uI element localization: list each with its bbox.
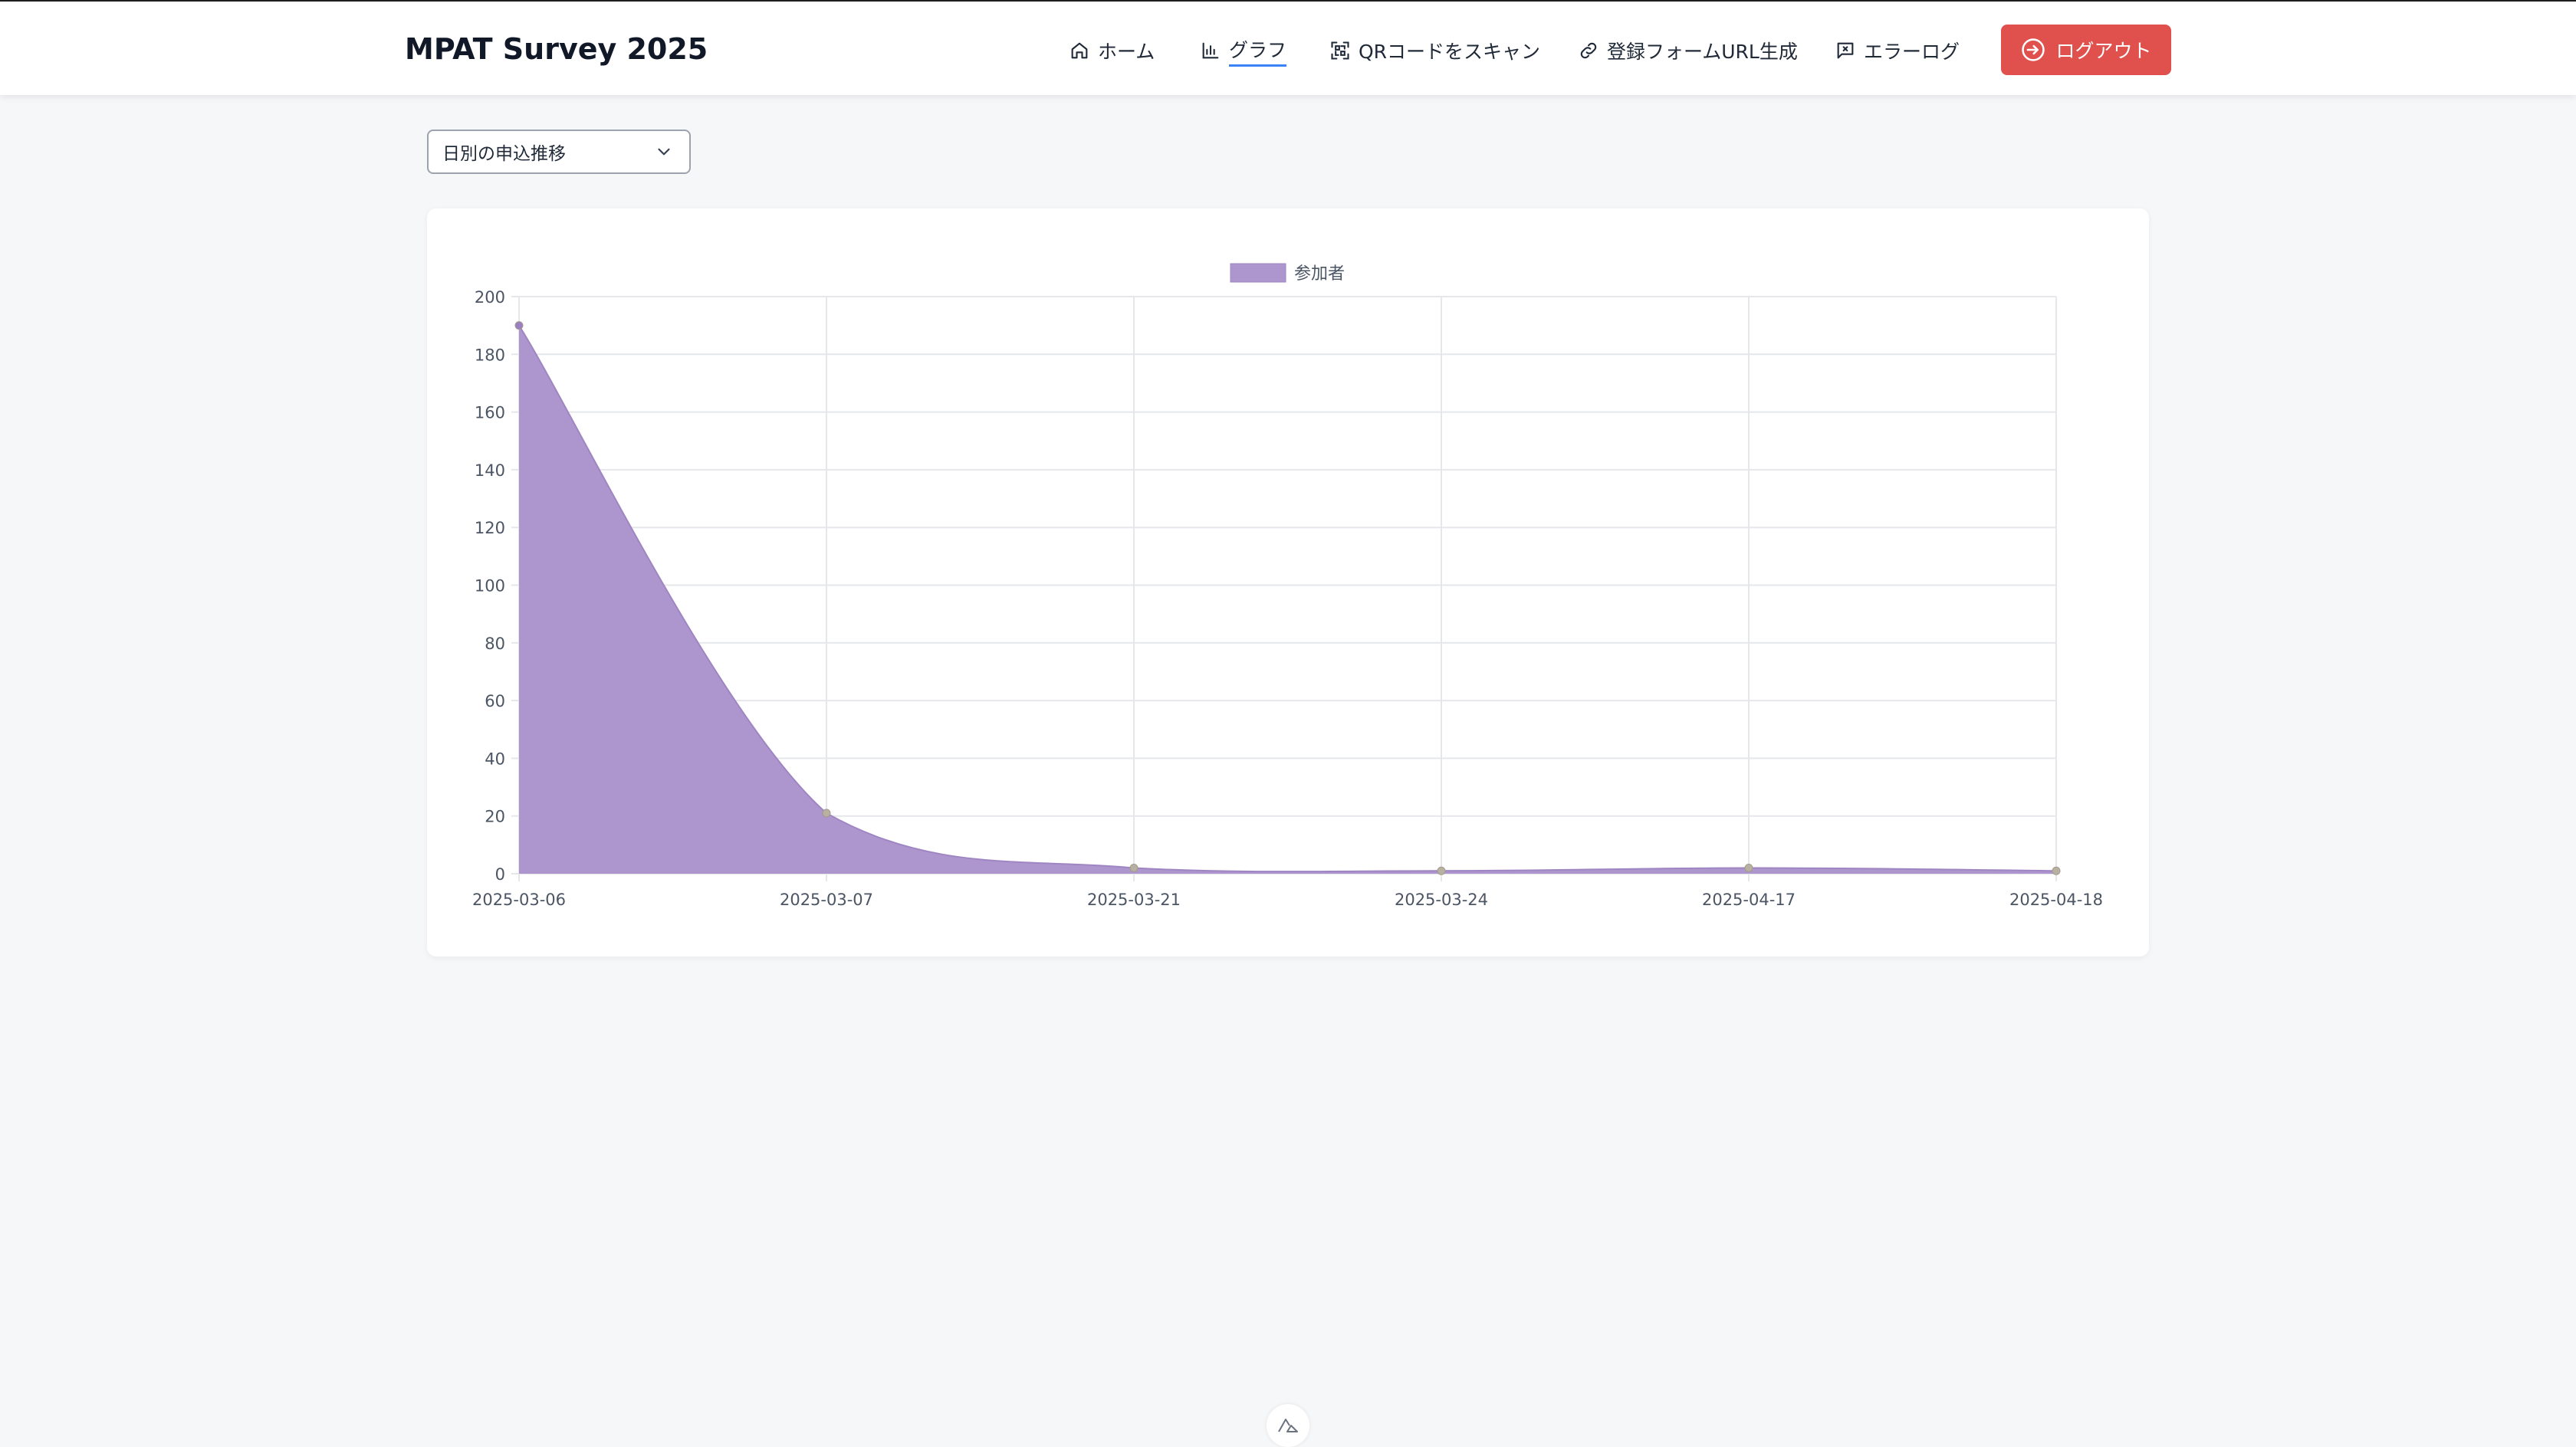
y-tick-label: 20 <box>485 808 505 826</box>
series-area-participants <box>519 325 2056 874</box>
chart-type-selected-value: 日別の申込推移 <box>442 144 566 164</box>
nav-item-qr-scan[interactable]: QRコードをスキャン <box>1329 35 1540 66</box>
window-top-border <box>0 0 2576 2</box>
nav-item-home[interactable]: ホーム <box>1069 35 1155 66</box>
y-tick-label: 40 <box>485 750 505 768</box>
bar-chart-icon <box>1202 42 1219 59</box>
nav-label-error-log: エラーログ <box>1864 41 1960 63</box>
nav-item-error-log[interactable]: エラーログ <box>1835 35 1960 66</box>
x-tick-label: 2025-04-18 <box>2009 891 2103 909</box>
area-chart: 0 20 40 60 80 100 120 140 160 180 200 2025-03-06 202… <box>472 263 2103 909</box>
x-tick-label: 2025-03-07 <box>780 891 873 909</box>
y-tick-label: 200 <box>475 288 505 307</box>
y-tick-label: 140 <box>475 461 505 480</box>
qr-scan-icon <box>1331 41 1349 60</box>
nuxt-icon <box>1278 1419 1298 1432</box>
x-tick-label: 2025-03-21 <box>1087 891 1181 909</box>
home-icon <box>1071 42 1088 59</box>
y-tick-label: 100 <box>475 577 505 596</box>
error-log-icon <box>1837 42 1854 59</box>
legend-label-participants[interactable]: 参加者 <box>1294 264 1345 284</box>
chart-card: 0 20 40 60 80 100 120 140 160 180 200 2025-03-06 202… <box>427 208 2149 956</box>
chevron-down-icon <box>658 148 670 156</box>
y-tick-label: 60 <box>485 692 505 710</box>
y-tick-label: 180 <box>475 346 505 364</box>
data-point[interactable] <box>2052 866 2061 875</box>
logout-label: ログアウト <box>2055 40 2152 62</box>
nav-label-form-url: 登録フォームURL生成 <box>1607 41 1798 63</box>
y-tick-label: 120 <box>475 519 505 537</box>
nav-label-qr-scan: QRコードをスキャン <box>1359 41 1541 63</box>
top-navbar: MPAT Survey 2025 ホーム グラフ QRコードをスキャン 登録フォ… <box>0 2 2576 95</box>
data-point[interactable] <box>1129 863 1138 872</box>
app-title: MPAT Survey 2025 <box>405 32 708 66</box>
x-tick-label: 2025-03-06 <box>472 891 566 909</box>
link-icon <box>1580 42 1597 59</box>
devtools-badge[interactable] <box>1267 1404 1309 1447</box>
y-tick-label: 0 <box>495 865 505 884</box>
x-tick-label: 2025-04-17 <box>1702 891 1796 909</box>
y-tick-label: 160 <box>475 404 505 422</box>
data-point[interactable] <box>1744 863 1753 872</box>
nav-item-graph[interactable]: グラフ <box>1200 35 1287 67</box>
data-point[interactable] <box>514 321 524 330</box>
x-tick-label: 2025-03-24 <box>1395 891 1488 909</box>
chart-type-select[interactable]: 日別の申込推移 <box>427 130 691 174</box>
logout-icon <box>2022 38 2045 61</box>
nav-label-home: ホーム <box>1098 41 1155 63</box>
nav-label-graph: グラフ <box>1229 35 1287 67</box>
nav-item-form-url[interactable]: 登録フォームURL生成 <box>1578 35 1798 66</box>
legend-swatch-participants <box>1230 263 1286 283</box>
series-line-participants <box>518 325 2057 873</box>
y-tick-label: 80 <box>485 635 505 653</box>
logout-button[interactable]: ログアウト <box>2001 25 2171 75</box>
data-point[interactable] <box>1437 866 1446 875</box>
data-point[interactable] <box>822 809 831 818</box>
